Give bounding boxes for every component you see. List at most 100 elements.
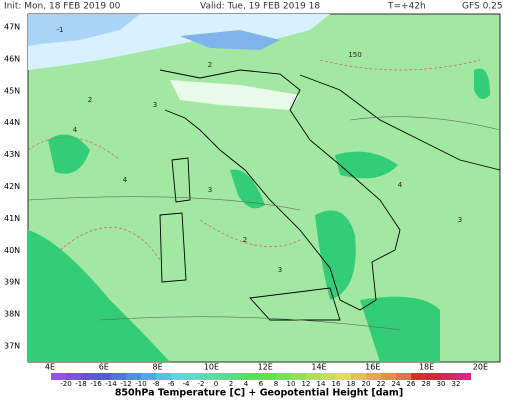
colorbar-swatch (156, 373, 171, 380)
longitude-label: 14E (311, 363, 326, 372)
contour-label: 2 (88, 96, 92, 104)
latitude-label: 39N (4, 278, 20, 287)
colorbar-swatch (171, 373, 186, 380)
warm-lowland (170, 80, 300, 110)
lead-time: T=+42h (387, 2, 426, 12)
colorbar-swatch (381, 373, 396, 380)
latitude-label: 40N (4, 246, 20, 255)
latitude-label: 47N (4, 23, 20, 32)
coastline (299, 74, 501, 171)
valid-time: Valid: Tue, 19 FEB 2019 18 (200, 2, 320, 12)
colorbar-swatch (276, 373, 291, 380)
longitude-label: 4E (45, 363, 55, 372)
colorbar-swatch (366, 373, 381, 380)
contour-label: 3 (278, 266, 282, 274)
colorbar-swatch (126, 373, 141, 380)
longitude-label: 6E (99, 363, 109, 372)
colder-region (28, 14, 140, 46)
coldest-region (180, 30, 280, 50)
colorbar-swatch (111, 373, 126, 380)
contour-label: 3 (458, 216, 462, 224)
colorbar-swatch (396, 373, 411, 380)
colorbar-swatch (261, 373, 276, 380)
colorbar-swatch (201, 373, 216, 380)
colorbar-label: -14 (105, 380, 117, 388)
colorbar-swatch (81, 373, 96, 380)
contour-label: -1 (57, 26, 64, 34)
warm-core (28, 230, 170, 362)
colorbar-swatch (441, 373, 456, 380)
warm-core (48, 134, 90, 174)
colorbar-label: 6 (259, 380, 264, 388)
caption: 850hPa Temperature [C] + Geopotential He… (115, 388, 403, 399)
colorbar-swatch (246, 373, 261, 380)
colorbar-swatch (66, 373, 81, 380)
contour-label: 3 (153, 101, 157, 109)
latitude-label: 37N (4, 342, 20, 351)
warm-core (474, 68, 490, 99)
colorbar-label: -18 (75, 380, 86, 388)
height-contour (27, 116, 501, 331)
colorbar-label: 8 (274, 380, 278, 388)
colorbar-swatch (216, 373, 231, 380)
colorbar-swatch (426, 373, 441, 380)
colorbar-swatch (336, 373, 351, 380)
colorbar-label: 28 (422, 380, 431, 388)
colorbar-swatch (351, 373, 366, 380)
warm-core (315, 210, 356, 300)
temperature-contour (27, 59, 481, 261)
contour-label: 4 (123, 176, 128, 184)
init-time: Init: Mon, 18 FEB 2019 00 (4, 2, 121, 12)
colorbar-label: -20 (60, 380, 71, 388)
longitude-label: 18E (419, 363, 434, 372)
colorbar-label: 2 (229, 380, 233, 388)
colorbar-label: -4 (183, 380, 191, 388)
latitude-label: 44N (4, 118, 20, 127)
colorbar-label: 10 (287, 380, 296, 388)
colorbar-label: 24 (392, 380, 401, 388)
colorbar-label: 0 (214, 380, 218, 388)
colorbar-label: -16 (90, 380, 102, 388)
colorbar-swatch (141, 373, 156, 380)
coastline (159, 69, 401, 311)
colorbar-label: 12 (302, 380, 311, 388)
latitude-label: 45N (4, 86, 20, 95)
contour-label: 4 (73, 126, 78, 134)
colorbar-swatch (186, 373, 201, 380)
colorbar-label: -12 (120, 380, 131, 388)
colorbar-swatch (51, 373, 66, 380)
colorbar-label: -6 (168, 380, 176, 388)
contour-label: 3 (208, 186, 212, 194)
colorbar-label: 30 (437, 380, 446, 388)
longitude-label: 12E (258, 363, 273, 372)
warm-core (360, 296, 440, 362)
colorbar-label: 32 (452, 380, 461, 388)
map-area (27, 13, 501, 363)
colorbar-label: -2 (198, 380, 205, 388)
latitude-label: 42N (4, 182, 20, 191)
latitude-label: 38N (4, 310, 20, 319)
colorbar-swatch (96, 373, 111, 380)
colorbar-swatch (291, 373, 306, 380)
colorbar-swatch (231, 373, 246, 380)
colorbar-swatch (306, 373, 321, 380)
colorbar-swatch (456, 373, 471, 380)
colorbar-swatch (321, 373, 336, 380)
warm-core (230, 169, 265, 209)
contour-label: 4 (398, 181, 403, 189)
contour-label: 2 (208, 61, 212, 69)
colorbar-label: 16 (332, 380, 341, 388)
latitude-label: 46N (4, 54, 20, 63)
colorbar-label: 14 (317, 380, 326, 388)
longitude-label: 20E (473, 363, 488, 372)
colorbar-label: 20 (362, 380, 371, 388)
longitude-label: 10E (204, 363, 219, 372)
colorbar-label: 4 (244, 380, 249, 388)
colorbar-label: 26 (407, 380, 416, 388)
model-name: GFS 0.25 (462, 2, 503, 12)
colorbar-swatch (411, 373, 426, 380)
colorbar-label: 22 (377, 380, 386, 388)
contour-label: 150 (348, 51, 361, 59)
